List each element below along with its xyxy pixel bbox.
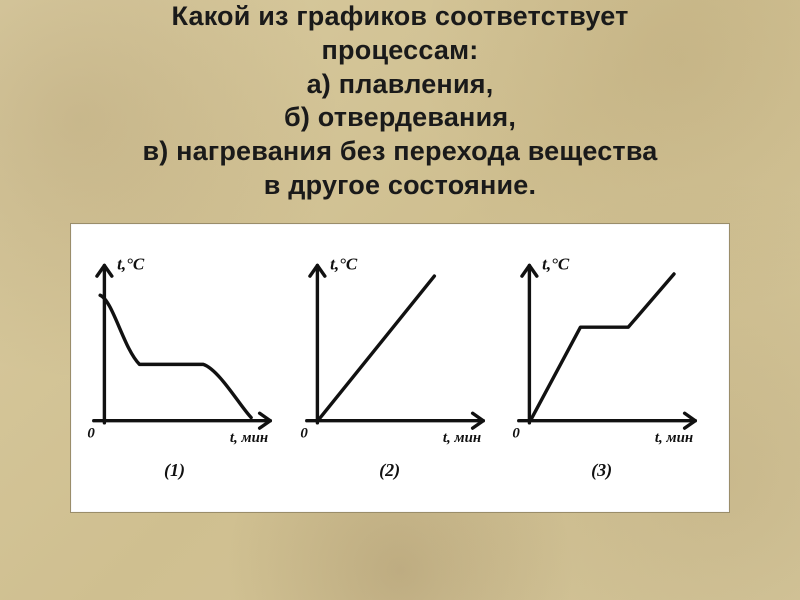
y-axis-label: t,°C <box>330 254 358 273</box>
chart-panel-3: t,°C t, мин 0 (3) <box>506 248 719 502</box>
header-line-6: в другое состояние. <box>30 169 770 203</box>
chart-curve-1 <box>100 295 251 417</box>
origin-label: 0 <box>87 425 95 441</box>
chart-panel-2: t,°C t, мин 0 (2) <box>294 248 507 502</box>
chart-id-1: (1) <box>164 460 185 481</box>
header-line-2: процессам: <box>30 34 770 68</box>
chart-panel-1: t,°C t, мин 0 (1) <box>81 248 294 502</box>
chart-curve-2 <box>319 276 434 418</box>
origin-label: 0 <box>513 425 521 441</box>
header-line-5: в) нагревания без перехода вещества <box>30 135 770 169</box>
question-header: Какой из графиков соответствует процесса… <box>0 0 800 211</box>
chart-curve-3 <box>532 273 674 418</box>
chart-id-2: (2) <box>379 460 400 481</box>
origin-label: 0 <box>300 425 308 441</box>
chart-id-3: (3) <box>591 460 612 481</box>
header-line-1: Какой из графиков соответствует <box>30 0 770 34</box>
charts-container: t,°C t, мин 0 (1) t,°C t, мин 0 (2) <box>70 223 730 513</box>
y-axis-label: t,°C <box>117 254 145 273</box>
header-line-4: б) отвердевания, <box>30 101 770 135</box>
x-axis-label: t, мин <box>655 429 693 445</box>
x-axis-label: t, мин <box>443 429 481 445</box>
y-axis-label: t,°C <box>542 254 570 273</box>
header-line-3: а) плавления, <box>30 68 770 102</box>
x-axis-label: t, мин <box>230 429 268 445</box>
